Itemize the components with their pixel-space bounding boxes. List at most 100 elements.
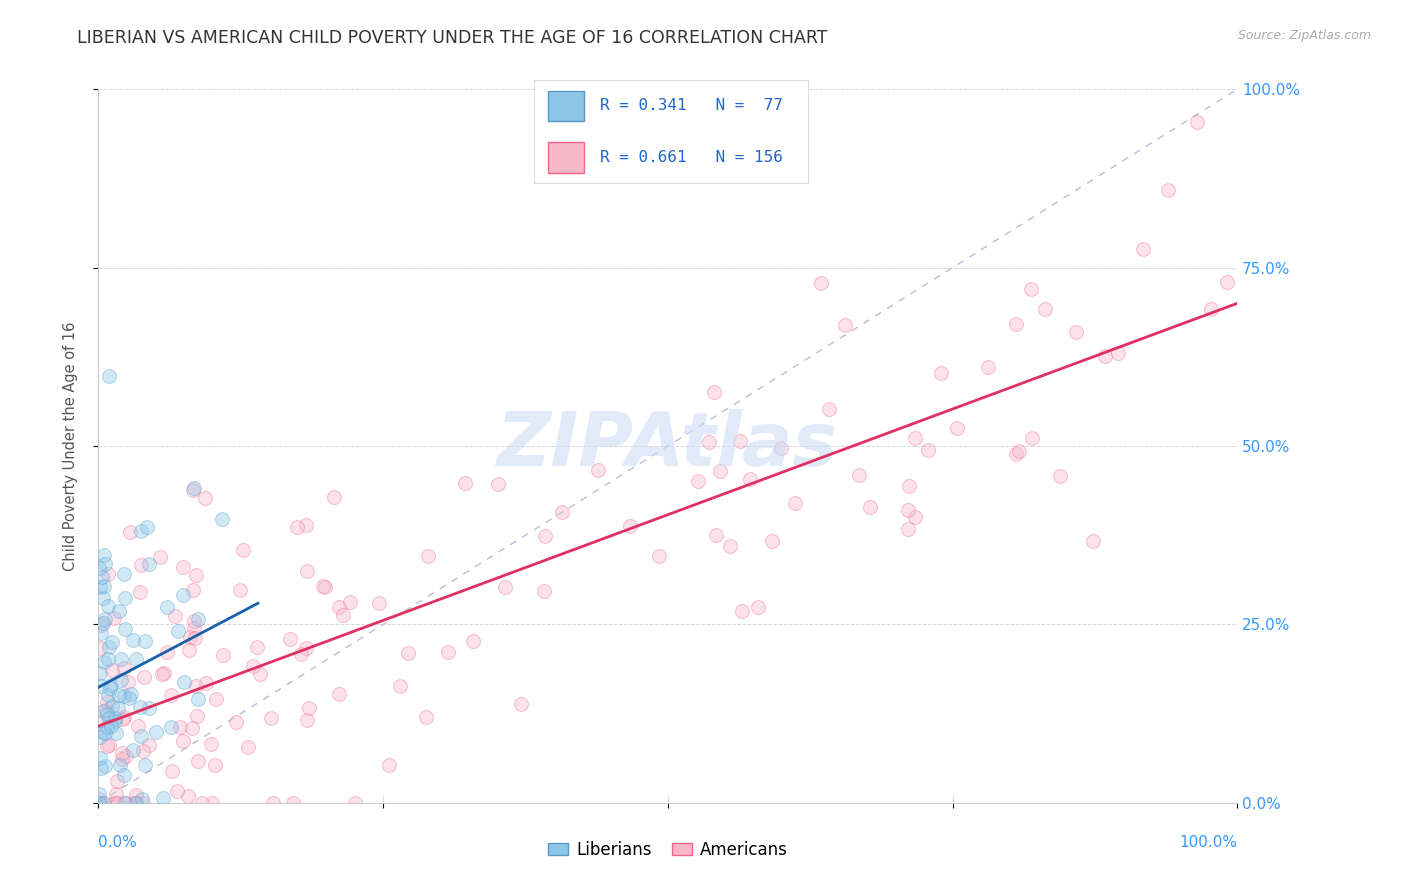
- Point: [177, 789, 200, 804]
- Point: [110, 651, 132, 665]
- Point: [138, 701, 160, 715]
- Point: [160, 688, 183, 702]
- Point: [314, 580, 336, 594]
- Point: [114, 796, 136, 810]
- Point: [105, 787, 128, 801]
- Point: [367, 596, 389, 610]
- Point: [96, 721, 118, 735]
- Point: [127, 719, 149, 733]
- Point: [115, 749, 138, 764]
- Point: [718, 540, 741, 554]
- Point: [1033, 301, 1056, 316]
- Point: [229, 582, 252, 597]
- Point: [93, 796, 115, 810]
- Point: [156, 645, 179, 659]
- Point: [534, 529, 557, 543]
- Point: [297, 701, 319, 715]
- Point: [730, 434, 752, 449]
- Point: [1157, 183, 1180, 197]
- Point: [236, 739, 259, 754]
- Point: [510, 697, 533, 711]
- Text: ZIPAtlas: ZIPAtlas: [498, 409, 838, 483]
- Point: [200, 737, 222, 751]
- Point: [101, 698, 124, 713]
- Point: [101, 663, 124, 677]
- Point: [859, 500, 882, 514]
- Text: R = 0.341   N =  77: R = 0.341 N = 77: [600, 98, 783, 113]
- Point: [312, 579, 335, 593]
- Point: [249, 666, 271, 681]
- Point: [946, 421, 969, 435]
- Point: [169, 720, 191, 734]
- Point: [131, 792, 153, 806]
- Point: [179, 630, 201, 644]
- Point: [205, 691, 228, 706]
- Point: [181, 483, 204, 497]
- Point: [1094, 349, 1116, 363]
- Point: [104, 725, 127, 739]
- Point: [97, 369, 120, 384]
- Point: [187, 754, 209, 768]
- Point: [132, 670, 155, 684]
- Point: [94, 611, 117, 625]
- Legend: Liberians, Americans: Liberians, Americans: [541, 835, 794, 866]
- Point: [96, 739, 118, 754]
- Point: [172, 734, 194, 748]
- Point: [204, 758, 226, 772]
- Point: [112, 768, 135, 782]
- Point: [160, 720, 183, 734]
- Point: [129, 700, 152, 714]
- FancyBboxPatch shape: [548, 91, 583, 121]
- Point: [107, 796, 129, 810]
- Point: [246, 640, 269, 654]
- Point: [389, 679, 412, 693]
- Point: [98, 681, 121, 695]
- Point: [904, 509, 927, 524]
- Point: [181, 721, 204, 735]
- Point: [87, 714, 110, 728]
- Point: [91, 570, 114, 584]
- Point: [201, 796, 224, 810]
- Point: [187, 692, 209, 706]
- Point: [769, 441, 792, 455]
- Point: [98, 640, 121, 654]
- Point: [738, 472, 761, 486]
- Point: [132, 796, 155, 810]
- Point: [129, 585, 152, 599]
- Point: [1107, 346, 1129, 360]
- Point: [94, 759, 117, 773]
- Point: [90, 680, 112, 694]
- Point: [648, 549, 671, 563]
- Point: [89, 580, 111, 594]
- Point: [172, 560, 194, 574]
- Point: [187, 611, 209, 625]
- Point: [290, 647, 312, 661]
- Point: [93, 558, 115, 572]
- Point: [848, 468, 870, 483]
- Point: [89, 792, 111, 806]
- Point: [262, 796, 284, 810]
- Point: [328, 600, 350, 615]
- Point: [110, 746, 132, 760]
- Point: [190, 796, 212, 810]
- Point: [89, 730, 111, 744]
- Point: [93, 726, 115, 740]
- Point: [1005, 317, 1028, 331]
- Point: [149, 550, 172, 565]
- Point: [172, 589, 194, 603]
- Point: [91, 616, 114, 631]
- Point: [898, 478, 921, 492]
- Point: [186, 709, 208, 723]
- Point: [89, 751, 111, 765]
- Point: [124, 796, 146, 810]
- Text: R = 0.661   N = 156: R = 0.661 N = 156: [600, 150, 783, 165]
- Point: [90, 618, 112, 632]
- Point: [97, 651, 120, 665]
- Point: [278, 632, 301, 646]
- Point: [1004, 447, 1026, 461]
- Point: [533, 584, 555, 599]
- Point: [89, 796, 111, 810]
- Point: [93, 655, 115, 669]
- Point: [1185, 115, 1208, 129]
- Point: [1019, 282, 1042, 296]
